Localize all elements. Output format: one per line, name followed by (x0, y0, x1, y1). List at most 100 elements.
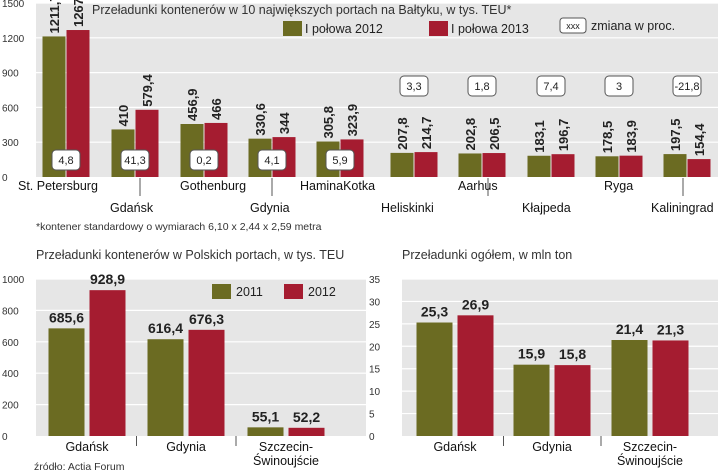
chart0-change-box (467, 75, 497, 97)
chart0-data-label: 456,9 (185, 88, 200, 121)
chart0-legend-swatch (429, 21, 448, 36)
chart0-y-tick-label: 900 (2, 69, 19, 80)
chart2-y-tick-label: 25 (369, 320, 381, 331)
chart0-data-label: 154,4 (692, 123, 707, 156)
chart0-data-label: 207,8 (395, 117, 410, 150)
chart0-bar-series1 (527, 155, 551, 177)
chart0-change-value: 5,9 (332, 155, 347, 167)
chart0-data-label: 344 (277, 112, 292, 134)
chart2-category-label: Gdynia (532, 440, 572, 454)
chart2-data-label: 15,9 (518, 346, 545, 362)
chart0-change-legend-box (559, 17, 587, 34)
chart0-category-label: HaminaKotka (300, 179, 375, 193)
chart1-y-tick-label: 0 (2, 432, 8, 443)
chart0-bar-series2 (619, 155, 643, 177)
chart0-category-label: Ryga (604, 179, 633, 193)
chart2-category-label: Świnoujście (617, 453, 683, 468)
chart0-category-label: Gothenburg (180, 179, 246, 193)
chart0-data-label: 466 (209, 98, 224, 120)
chart0-legend-label: I połowa 2013 (451, 22, 529, 36)
chart1-bar-series2 (188, 329, 225, 436)
chart0-bar-series2 (687, 159, 711, 177)
chart0-change-legend-label: zmiana w proc. (591, 19, 675, 33)
chart2-y-tick-label: 20 (369, 342, 381, 353)
chart0-data-label: 330,6 (253, 103, 268, 136)
chart1-data-label: 676,3 (189, 311, 224, 327)
chart0-change-value: 4,8 (58, 155, 73, 167)
chart0-data-label: 183,1 (532, 120, 547, 153)
chart1-bar-series1 (48, 328, 85, 436)
chart0-bar-series1 (390, 152, 414, 177)
chart2-y-tick-label: 0 (369, 432, 375, 443)
chart2-y-tick-label: 15 (369, 365, 381, 376)
chart2-category-label: Gdańsk (433, 440, 477, 454)
chart2-title: Przeładunki ogółem, w mln ton (402, 248, 572, 262)
chart0-y-tick-label: 1500 (2, 0, 25, 10)
chart0-change-box (604, 75, 634, 97)
chart1-legend-label: 2011 (236, 285, 263, 299)
chart0-y-tick-label: 300 (2, 138, 19, 149)
chart1-category-label: Szczecin- (259, 440, 313, 454)
chart0-bar-series2 (482, 153, 506, 177)
chart0-change-legend-box-text: xxx (566, 21, 580, 31)
chart1-y-tick-label: 400 (2, 369, 19, 380)
chart0-change-value: 7,4 (543, 81, 558, 93)
chart0-bar-series1 (458, 153, 482, 177)
chart0-bar-series1 (42, 36, 66, 178)
chart1-data-label: 52,2 (293, 409, 320, 425)
chart1-bar-series2 (89, 290, 126, 436)
chart0-change-value: -21,8 (674, 81, 699, 93)
chart1-bar-series1 (147, 339, 184, 436)
chart0-change-value: 1,8 (474, 81, 489, 93)
chart1-data-label: 928,9 (90, 271, 125, 287)
chart1-legend-swatch (284, 284, 303, 299)
chart0-change-value: 41,3 (124, 155, 145, 167)
chart2-bar-series1 (513, 364, 550, 436)
chart0-category-label: Heliskinki (381, 201, 434, 215)
chart2-data-label: 25,3 (421, 304, 448, 320)
chart0-data-label: 206,5 (487, 117, 502, 150)
chart0-bar-series2 (551, 154, 575, 177)
chart0-bar-series2 (414, 152, 438, 177)
chart0-change-value: 3 (616, 81, 622, 93)
chart1-y-tick-label: 800 (2, 306, 19, 317)
chart0-change-value: 0,2 (196, 155, 211, 167)
chart0-change-box (399, 75, 429, 97)
chart0-data-label: 323,9 (345, 104, 360, 137)
chart0-change-box (672, 75, 702, 97)
chart1-category-label: Gdynia (166, 440, 206, 454)
chart1-legend-label: 2012 (308, 285, 336, 299)
chart0-data-label: 197,5 (668, 119, 683, 152)
chart1-y-tick-label: 1000 (2, 275, 25, 286)
chart1-category-label: Gdańsk (65, 440, 109, 454)
chart0-data-label: 202,8 (463, 118, 478, 151)
chart0-change-box (257, 149, 287, 171)
chart2-y-tick-label: 10 (369, 387, 381, 398)
chart0-bar-series1 (595, 156, 619, 177)
chart0-legend-label: I połowa 2012 (305, 22, 383, 36)
chart0-category-label: Gdynia (250, 201, 290, 215)
chart0-category-label: Kłajpeda (522, 201, 571, 215)
chart0-change-box (536, 75, 566, 97)
chart1-data-label: 55,1 (252, 408, 279, 424)
chart1-bar-series1 (247, 427, 284, 436)
chart0-category-label: Kaliningrad (651, 201, 714, 215)
chart1-data-label: 685,6 (49, 309, 84, 325)
chart0-y-tick-label: 600 (2, 103, 19, 114)
chart2-data-label: 21,3 (657, 321, 684, 337)
chart0-bar-series1 (663, 154, 687, 177)
chart1-title: Przeładunki kontenerów w Polskich portac… (36, 248, 344, 262)
chart2-data-label: 26,9 (462, 296, 489, 312)
chart0-y-tick-label: 0 (2, 173, 8, 184)
chart2-y-tick-label: 35 (369, 275, 381, 286)
chart1-category-label: Świnoujście (253, 453, 319, 468)
chart0-change-box (51, 149, 81, 171)
chart1-y-tick-label: 600 (2, 338, 19, 349)
chart0-category-label: St. Petersburg (18, 179, 98, 193)
chart0-category-label: Aarhus (458, 179, 498, 193)
chart2-y-tick-label: 30 (369, 297, 381, 308)
chart2-y-tick-label: 5 (369, 410, 375, 421)
chart2-bar-series1 (611, 340, 648, 436)
chart0-data-label: 579,4 (140, 73, 155, 106)
